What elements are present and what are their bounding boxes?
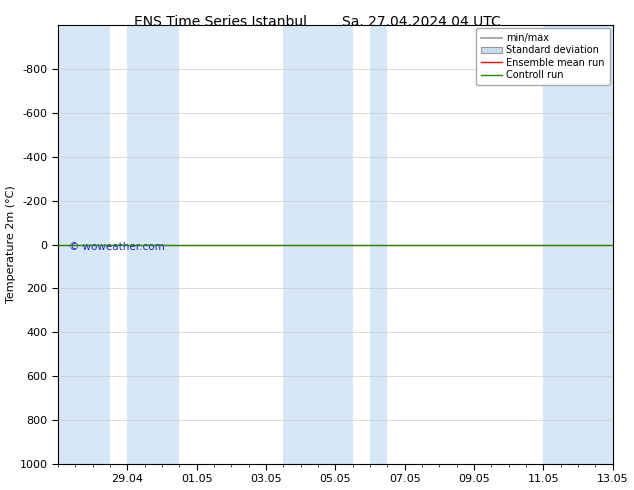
Bar (543, 25, 612, 464)
Bar (58, 25, 110, 464)
Bar (283, 25, 353, 464)
Bar (127, 25, 179, 464)
Text: ENS Time Series Istanbul        Sa. 27.04.2024 04 UTC: ENS Time Series Istanbul Sa. 27.04.2024 … (134, 15, 500, 29)
Legend: min/max, Standard deviation, Ensemble mean run, Controll run: min/max, Standard deviation, Ensemble me… (476, 28, 610, 85)
Text: © woweather.com: © woweather.com (69, 242, 165, 252)
Y-axis label: Temperature 2m (°C): Temperature 2m (°C) (6, 186, 16, 303)
Bar (370, 25, 387, 464)
